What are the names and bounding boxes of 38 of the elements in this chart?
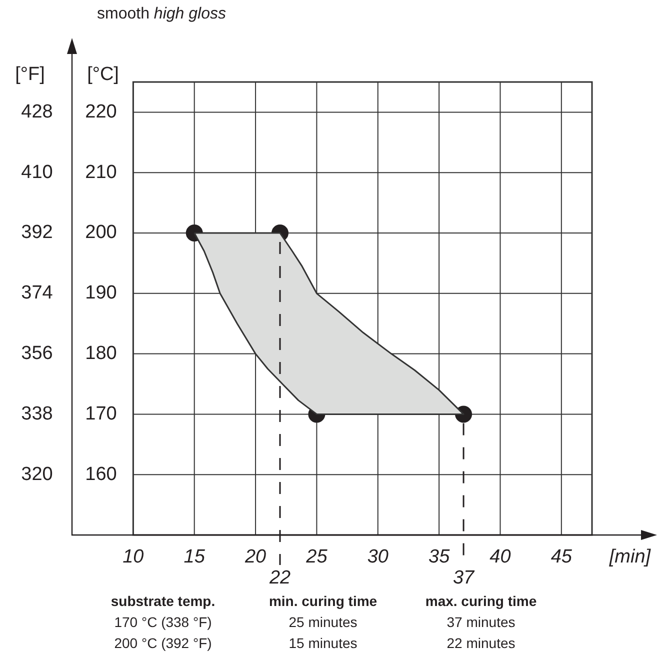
text: min. curing time	[268, 592, 378, 609]
y-tick-label: 180	[85, 343, 117, 364]
x-tick-label: 25	[305, 546, 328, 568]
y-tick-label: 200	[85, 222, 117, 244]
text: substrate temp.	[110, 592, 216, 609]
x-axis-title: [min]	[608, 546, 652, 568]
x-tick-label: 40	[490, 546, 512, 568]
chart-subtitle: high gloss	[154, 5, 226, 22]
y-tick-label: 170	[85, 403, 117, 424]
y2-tick-label: 374	[21, 282, 54, 304]
x-tick-label: 30	[367, 546, 389, 568]
text: 25 minutes	[288, 614, 358, 630]
y2-tick-label: 320	[21, 464, 53, 485]
x-tick-label: 15	[184, 546, 206, 568]
y-tick-label: 220	[85, 101, 117, 122]
ref-line-label: 22	[268, 567, 291, 588]
text: 22 minutes	[446, 634, 516, 651]
chart-title: smooth	[97, 5, 150, 22]
y-tick-label: 160	[85, 464, 117, 485]
y2-tick-label: 356	[21, 343, 53, 364]
y2-tick-label: 428	[21, 101, 53, 122]
y2-tick-label: 410	[21, 162, 53, 183]
x-tick-label: 45	[550, 546, 572, 568]
y2-tick-label: 338	[21, 403, 53, 424]
text: 15 minutes	[288, 634, 358, 651]
x-tick-label: 10	[122, 546, 144, 568]
text: 170 °C (338 °F)	[114, 614, 212, 630]
y-tick-label: 210	[85, 162, 117, 183]
x-tick-label: 35	[428, 546, 450, 568]
x-tick-label: 20	[244, 546, 267, 568]
ref-line-label: 37	[452, 567, 476, 588]
y2-axis-title: [°F]	[15, 64, 45, 86]
text: 37 minutes	[446, 614, 516, 630]
text: 200 °C (392 °F)	[114, 634, 212, 651]
text: max. curing time	[425, 592, 537, 609]
y2-tick-label: 392	[21, 222, 53, 244]
y-tick-label: 190	[85, 282, 117, 304]
y-axis-title: [°C]	[87, 64, 119, 86]
